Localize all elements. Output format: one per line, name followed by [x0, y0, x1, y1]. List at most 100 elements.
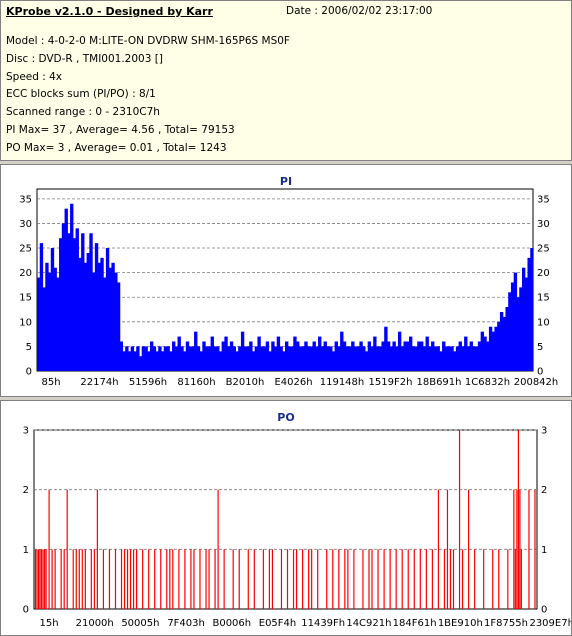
pi-bar: [210, 336, 214, 371]
pi-bar: [48, 272, 52, 371]
pi-bar: [287, 346, 292, 371]
pi-y-tick-label: 10: [19, 317, 32, 328]
pi-x-tick-label: 81160h: [177, 377, 215, 388]
pi-bar: [81, 233, 85, 371]
pi-bar: [246, 346, 250, 371]
pi-bar: [395, 346, 399, 371]
pi-bar: [411, 346, 416, 371]
pi-bar: [318, 336, 322, 371]
pi-bar: [260, 346, 264, 371]
pi-bar: [37, 277, 41, 371]
pi-bar: [397, 331, 402, 371]
pi-bar: [386, 341, 391, 371]
pi-bar: [309, 346, 314, 371]
pi-bar: [353, 346, 358, 371]
pi-bar: [362, 346, 366, 371]
pi-bar: [138, 356, 143, 371]
po-chart: 0 0 1 1 2 2 3 3 15h 21000h 50005h 7F403h B0006h E05F4…: [23, 426, 571, 630]
pi-bar: [39, 243, 44, 371]
pi-y-tick-label-right: 15: [537, 293, 550, 304]
pi-y-tick-label: 30: [19, 219, 32, 230]
pi-y-tick-label-right: 10: [537, 317, 550, 328]
po-summary-line: PO Max= 3 , Average= 0.01 , Total= 1243: [6, 142, 227, 154]
pi-bar: [480, 331, 484, 371]
pi-bar: [72, 238, 77, 371]
pi-bar: [488, 326, 493, 371]
pi-bar: [282, 351, 286, 371]
pi-y-tick-label: 5: [26, 342, 32, 353]
pi-bar: [116, 282, 121, 371]
pi-bar: [213, 346, 217, 371]
pi-bar: [240, 331, 245, 371]
pi-bar: [375, 346, 380, 371]
pi-y-tick-label: 15: [19, 293, 32, 304]
pi-bar: [337, 346, 341, 371]
scan-date: Date : 2006/02/02 23:17:00: [286, 5, 433, 17]
pi-bar: [472, 346, 476, 371]
pi-x-tick-label: 22174h: [80, 377, 118, 388]
pi-bar: [326, 346, 330, 371]
pi-bar: [483, 336, 487, 371]
po-x-tick-label: B0006h: [212, 618, 251, 629]
pi-bar: [119, 341, 124, 371]
pi-bar: [298, 346, 303, 371]
pi-bar: [455, 346, 460, 371]
pi-bar: [293, 336, 297, 371]
pi-bar: [125, 346, 129, 371]
pi-bar: [155, 351, 159, 371]
pi-bar: [249, 341, 253, 371]
pi-bar: [45, 262, 49, 371]
pi-bar: [265, 341, 270, 371]
pi-bar: [127, 351, 132, 371]
pi-bar: [224, 336, 228, 371]
pi-bar: [133, 351, 137, 371]
pi-bar: [392, 341, 396, 371]
pi-bar: [425, 336, 429, 371]
pi-bar: [458, 341, 462, 371]
pi-bar: [420, 341, 424, 371]
pi-bar: [301, 346, 305, 371]
pi-bar: [348, 346, 352, 371]
pi-bar: [238, 346, 242, 371]
pi-bar: [279, 346, 283, 371]
pi-bar: [447, 346, 451, 371]
pi-x-tick-label: 51596h: [129, 377, 167, 388]
pi-bar: [527, 257, 531, 371]
po-y-tick-label-right: 2: [541, 485, 547, 496]
po-y-tick-label-right: 3: [541, 426, 547, 437]
pi-bar: [290, 346, 294, 371]
pi-bar: [329, 346, 333, 371]
pi-bar: [70, 203, 74, 371]
pi-bar: [494, 326, 498, 371]
range-line: Scanned range : 0 - 2310C7h: [6, 106, 160, 118]
pi-bar: [183, 351, 187, 371]
pi-bar: [315, 346, 319, 371]
pi-bar: [461, 346, 465, 371]
model-line: Model : 4-0-2-0 M:LITE-ON DVDRW SHM-165P…: [6, 35, 290, 47]
pi-bar: [268, 351, 272, 371]
pi-bar: [320, 346, 325, 371]
pi-bar: [414, 346, 418, 371]
po-y-tick-label: 0: [23, 605, 29, 616]
pi-bar: [202, 341, 206, 371]
app-title: KProbe v2.1.0 - Designed by Karr: [6, 5, 213, 18]
pi-bar: [103, 277, 107, 371]
pi-bar: [141, 346, 146, 371]
pi-bar: [359, 341, 363, 371]
info-panel: KProbe v2.1.0 - Designed by Karr Date : …: [0, 0, 572, 161]
pi-bar: [466, 346, 471, 371]
pi-x-tick-label: B2010h: [226, 377, 265, 388]
pi-bar: [400, 346, 405, 371]
pi-bar: [67, 233, 71, 371]
pi-bar: [108, 267, 112, 371]
pi-bar: [221, 341, 225, 371]
pi-bar: [136, 346, 140, 371]
pi-bar: [61, 223, 66, 371]
pi-bar: [50, 248, 55, 371]
pi-bar: [417, 341, 421, 371]
pi-bar: [312, 341, 316, 371]
pi-bar: [218, 351, 223, 371]
pi-bar: [251, 351, 256, 371]
pi-bar: [409, 336, 413, 371]
pi-bar: [64, 208, 68, 371]
